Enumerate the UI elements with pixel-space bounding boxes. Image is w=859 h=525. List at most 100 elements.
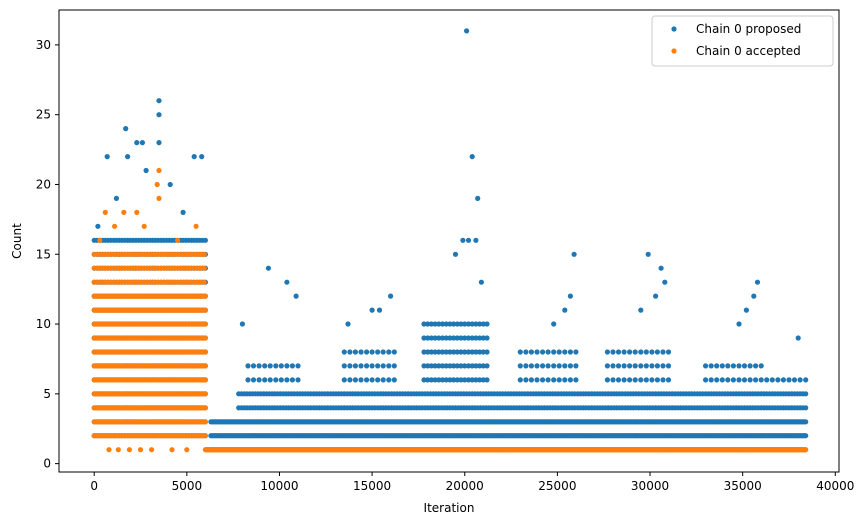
proposed-point xyxy=(262,377,268,383)
proposed-point xyxy=(156,98,162,104)
x-tick-label: 35000 xyxy=(724,479,762,493)
proposed-point xyxy=(289,377,295,383)
proposed-point xyxy=(439,363,446,369)
proposed-point xyxy=(113,195,119,201)
proposed-point xyxy=(638,377,644,383)
proposed-point xyxy=(465,363,472,369)
proposed-point xyxy=(295,363,301,369)
proposed-point xyxy=(375,349,381,355)
proposed-point xyxy=(540,363,546,369)
x-axis-label: Iteration xyxy=(424,501,475,515)
proposed-point xyxy=(714,363,720,369)
proposed-point xyxy=(708,363,714,369)
proposed-point xyxy=(180,209,186,215)
proposed-point xyxy=(256,363,262,369)
proposed-point xyxy=(615,349,622,355)
proposed-point xyxy=(480,335,486,341)
accepted-point xyxy=(106,447,112,453)
proposed-point xyxy=(256,377,262,383)
proposed-point xyxy=(638,363,644,369)
proposed-point xyxy=(478,279,484,285)
proposed-point xyxy=(273,363,279,369)
legend-marker-accepted xyxy=(671,48,677,54)
proposed-point xyxy=(421,349,427,355)
proposed-point xyxy=(432,363,438,369)
proposed-point xyxy=(462,321,468,327)
proposed-point xyxy=(462,377,468,383)
proposed-point xyxy=(703,377,709,383)
proposed-point xyxy=(480,363,486,369)
proposed-point xyxy=(477,363,483,369)
proposed-point xyxy=(425,335,431,341)
proposed-point xyxy=(517,363,523,369)
plot-frame xyxy=(58,9,840,473)
accepted-point xyxy=(202,349,208,355)
proposed-point xyxy=(443,363,449,369)
proposed-point xyxy=(528,377,535,383)
proposed-point xyxy=(143,167,149,174)
proposed-point xyxy=(573,349,579,355)
proposed-point xyxy=(638,349,644,355)
proposed-point xyxy=(643,363,649,369)
proposed-point xyxy=(573,377,579,383)
proposed-point xyxy=(528,363,535,369)
proposed-point xyxy=(736,363,742,369)
legend-label-accepted: Chain 0 accepted xyxy=(696,44,801,58)
legend-box xyxy=(651,15,834,67)
accepted-point xyxy=(202,433,208,439)
proposed-point xyxy=(803,377,809,383)
proposed-point xyxy=(465,321,472,327)
accepted-point xyxy=(126,447,132,453)
proposed-point xyxy=(665,377,672,383)
proposed-point xyxy=(741,363,748,369)
proposed-point xyxy=(747,377,753,383)
proposed-point xyxy=(369,377,375,383)
proposed-point xyxy=(347,377,353,383)
proposed-point xyxy=(743,307,750,313)
accepted-point xyxy=(102,209,108,215)
proposed-point xyxy=(447,335,453,341)
proposed-point xyxy=(473,321,479,327)
proposed-point xyxy=(615,377,622,383)
proposed-point xyxy=(436,377,442,383)
proposed-point xyxy=(567,293,574,299)
proposed-point xyxy=(753,377,759,383)
proposed-point xyxy=(436,363,442,369)
proposed-point xyxy=(380,377,386,383)
accepted-point xyxy=(202,307,208,313)
proposed-point xyxy=(534,349,540,355)
proposed-point xyxy=(604,349,611,355)
proposed-point xyxy=(469,377,475,383)
proposed-point xyxy=(265,265,271,271)
proposed-point xyxy=(643,377,649,383)
proposed-point xyxy=(523,377,529,383)
accepted-point xyxy=(175,237,181,243)
proposed-point xyxy=(239,321,245,327)
proposed-point xyxy=(458,321,464,327)
proposed-point xyxy=(439,335,446,341)
accepted-point xyxy=(156,195,162,201)
proposed-point xyxy=(386,363,392,369)
proposed-point xyxy=(621,363,627,369)
proposed-point xyxy=(428,349,434,355)
proposed-point xyxy=(425,363,431,369)
accepted-point xyxy=(201,265,207,271)
proposed-point xyxy=(480,321,486,327)
proposed-point xyxy=(451,377,457,383)
proposed-point xyxy=(358,363,364,369)
accepted-point xyxy=(156,167,162,174)
y-tick-label: 10 xyxy=(36,317,51,331)
proposed-point xyxy=(386,349,392,355)
proposed-point xyxy=(769,377,775,383)
proposed-point xyxy=(432,377,438,383)
y-tick-label: 20 xyxy=(36,177,51,191)
proposed-point xyxy=(523,349,529,355)
proposed-point xyxy=(451,349,457,355)
proposed-point xyxy=(758,377,764,383)
proposed-point xyxy=(540,377,546,383)
proposed-point xyxy=(364,363,370,369)
proposed-point xyxy=(643,349,649,355)
accepted-point xyxy=(202,335,208,341)
legend-marker-proposed xyxy=(671,26,677,32)
proposed-point xyxy=(649,349,655,355)
